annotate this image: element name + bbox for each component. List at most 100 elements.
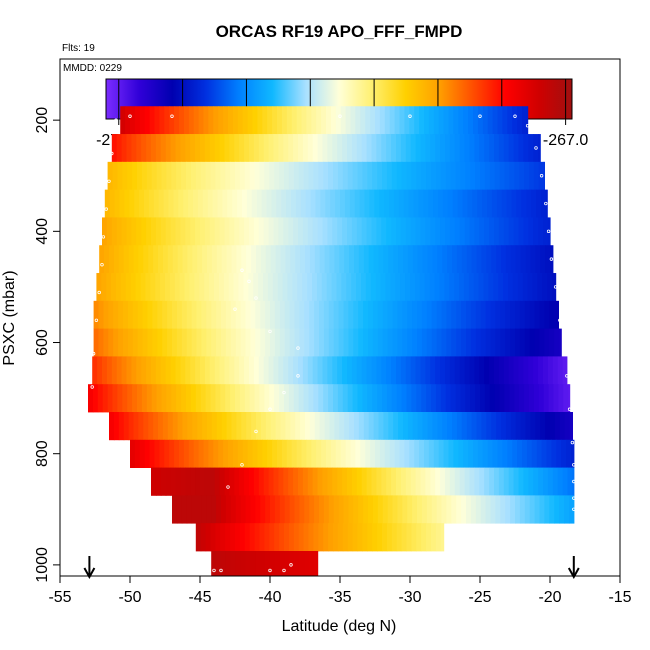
heatmap-cell (321, 273, 328, 302)
heatmap-cell (398, 412, 404, 441)
heatmap-cell (490, 495, 496, 524)
heatmap-cell (252, 106, 258, 135)
heatmap-cell (520, 245, 527, 274)
heatmap-cell (543, 356, 549, 385)
heatmap-cell (393, 412, 399, 441)
heatmap-cell (542, 273, 548, 302)
heatmap-cell (410, 273, 416, 302)
heatmap-cell (534, 300, 541, 330)
heatmap-cell (487, 189, 493, 218)
heatmap-cell (218, 106, 224, 135)
heatmap-cell (412, 328, 418, 357)
heatmap-cell (493, 273, 499, 302)
heatmap-cell (415, 134, 422, 163)
heatmap-cell (395, 273, 401, 302)
heatmap-cell (261, 189, 268, 218)
heatmap-cell (186, 328, 193, 357)
heatmap-cell (429, 273, 436, 302)
heatmap-cell (351, 134, 358, 163)
flight-track-point (170, 114, 174, 118)
heatmap-cell (93, 300, 100, 330)
heatmap-cell (523, 356, 529, 385)
heatmap-cell (348, 300, 354, 330)
heatmap-cell (305, 189, 312, 218)
heatmap-cell (169, 106, 175, 135)
heatmap-cell (314, 245, 321, 274)
heatmap-cell (307, 467, 314, 496)
heatmap-cell (453, 439, 459, 468)
heatmap-cell (200, 384, 207, 413)
flight-track-point (101, 235, 106, 239)
heatmap-cell (491, 245, 497, 274)
heatmap-cell (368, 495, 374, 524)
heatmap-cell (531, 189, 537, 218)
heatmap-cell (280, 245, 286, 274)
heatmap-cell (492, 106, 499, 135)
heatmap-cell (412, 412, 419, 441)
heatmap-cell (382, 495, 389, 524)
heatmap-cell (182, 245, 188, 274)
heatmap-cell (406, 523, 412, 552)
heatmap-cell (484, 134, 490, 163)
heatmap-cell (491, 412, 497, 441)
heatmap-cell (288, 467, 294, 496)
flight-track-point (525, 124, 530, 128)
heatmap-cell (191, 300, 198, 330)
heatmap-cell (88, 384, 94, 413)
heatmap-cell (200, 161, 207, 191)
heatmap-cell (161, 161, 167, 191)
flight-track-point (110, 151, 114, 156)
heatmap-cell (543, 161, 545, 191)
heatmap-cell (482, 189, 488, 218)
heatmap-cell (316, 439, 322, 468)
heatmap-cell (277, 439, 283, 468)
heatmap-cell (314, 328, 320, 357)
heatmap-cell (377, 495, 384, 524)
heatmap-cell (505, 495, 511, 524)
heatmap-cell (426, 300, 433, 330)
heatmap-cell (279, 523, 285, 552)
heatmap-cell (97, 384, 104, 413)
heatmap-cell (522, 273, 529, 302)
heatmap-cell (424, 273, 431, 302)
heatmap-cell (479, 134, 485, 163)
heatmap-cell (165, 467, 172, 496)
heatmap-cell (564, 412, 571, 441)
heatmap-cell (246, 245, 252, 274)
heatmap-cell (260, 550, 266, 576)
flight-track-point (558, 318, 562, 322)
heatmap-cell (440, 384, 447, 413)
heatmap-cell (265, 495, 271, 524)
heatmap-cell (505, 245, 512, 274)
heatmap-cell (308, 384, 314, 413)
heatmap-cell (496, 245, 502, 274)
heatmap-cell (531, 439, 538, 468)
heatmap-cell (216, 495, 222, 524)
x-axis: -55 -50 -45 -40 -35 -30 -25 -20 -15 (48, 575, 632, 606)
heatmap-cell (477, 189, 483, 218)
heatmap-cell (237, 189, 243, 218)
heatmap-cell (389, 439, 396, 468)
heatmap-cell (274, 161, 280, 191)
heatmap-cell (515, 495, 521, 524)
heatmap-cell (143, 412, 149, 441)
heatmap-cell (143, 245, 149, 274)
heatmap-cell (347, 134, 353, 163)
heatmap-cell (319, 412, 326, 441)
heatmap-cell (554, 328, 560, 357)
heatmap-cell (432, 245, 438, 274)
heatmap-cell (328, 161, 334, 191)
heatmap-cell (427, 245, 433, 274)
heatmap-cell (293, 523, 300, 552)
heatmap-cell (135, 273, 142, 302)
heatmap-cell (137, 328, 144, 357)
heatmap-cell (489, 467, 495, 496)
heatmap-cell (430, 467, 436, 496)
heatmap-cell (368, 245, 375, 274)
heatmap-cell (340, 439, 347, 468)
heatmap-cell (405, 467, 412, 496)
heatmap-cell (473, 273, 480, 302)
heatmap-cell (424, 106, 430, 135)
heatmap-cell (259, 384, 265, 413)
heatmap-cell (544, 495, 550, 524)
